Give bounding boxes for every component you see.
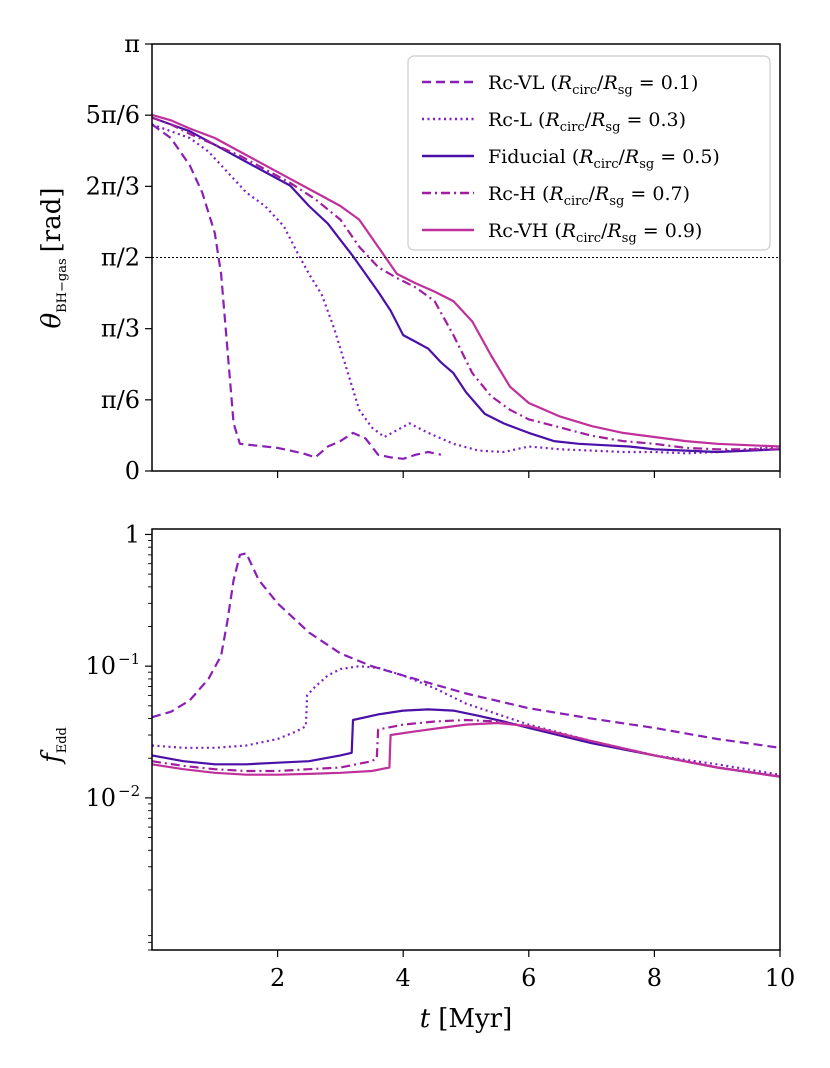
legend-label-rc-h: Rc-H (Rcirc/Rsg = 0.7) [488,183,690,209]
bottom-axes-frame [151,528,781,951]
panel-top: 0 π/6 π/3 π/2 2π/3 5π/6 π θBH−gas [rad] Rc-VL (… [37,30,781,485]
xlabel: t [Myr] [420,1004,512,1034]
xlabel-main: t [420,1004,431,1034]
bottom-plot-area [151,552,781,778]
top-ylabel: θBH−gas [rad] [37,187,70,328]
series-line-top-rc-vl [151,123,442,460]
bottom-ylabel: fEdd [37,727,70,765]
bottom-ytick-label: 10 [85,784,116,812]
top-ytick-label: 2π/3 [86,172,140,200]
bottom-xtick-label: 2 [270,964,285,992]
bottom-ticks: 110 −110 −22 4 6 8 10 [85,520,795,992]
series-line-bottom-fiducial [151,708,781,778]
xlabel-unit: [Myr] [438,1004,512,1034]
bottom-ytick-label: 10 [85,652,116,680]
top-ytick-label: π/3 [101,315,140,343]
top-ytick-label: 0 [125,457,140,485]
bottom-xtick-label: 10 [765,964,796,992]
legend-label-fiducial: Fiducial (Rcirc/Rsg = 0.5) [488,146,720,172]
top-plot-area [151,113,781,460]
series-line-top-fiducial [151,116,781,454]
series-line-top-rc-h [151,116,780,451]
bottom-ytick-exponent: −2 [118,782,140,800]
top-ytick-label: π/2 [101,243,140,271]
bottom-xtick-label: 8 [647,964,662,992]
top-ylabel-main: θ [37,313,67,329]
legend: Rc-VL (Rcirc/Rsg = 0.1) Rc-L (Rcirc/Rsg =… [407,55,771,251]
bottom-ylabel-sub: Edd [55,727,70,753]
panel-bottom: 110 −110 −22 4 6 8 10 fEdd t [Myr] [37,520,795,1034]
bottom-xtick-label: 6 [521,964,536,992]
top-ytick-label: π [124,30,140,58]
top-ylabel-unit: [rad] [37,187,67,252]
legend-frame [407,55,771,251]
series-line-top-rc-vh [151,113,781,448]
bottom-xtick-label: 4 [396,964,411,992]
top-ytick-label: 5π/6 [86,101,140,129]
legend-label-rc-vl: Rc-VL (Rcirc/Rsg = 0.1) [488,72,698,98]
series-line-bottom-rc-h [151,718,781,778]
top-axes-frame [151,43,781,472]
top-ylabel-sub: BH−gas [55,258,70,313]
legend-label-rc-vh: Rc-VH (Rcirc/Rsg = 0.9) [488,220,702,246]
top-ticks: 0 π/6 π/3 π/2 2π/3 5π/6 π [86,30,781,485]
bottom-ytick-label: 1 [125,520,140,548]
top-ytick-label: π/6 [101,386,140,414]
series-line-bottom-rc-vh [151,721,781,778]
series-line-top-rc-l [151,123,781,455]
legend-label-rc-l: Rc-L (Rcirc/Rsg = 0.3) [488,109,686,135]
bottom-ytick-exponent: −1 [118,650,140,668]
series-line-bottom-rc-vl [151,552,781,749]
